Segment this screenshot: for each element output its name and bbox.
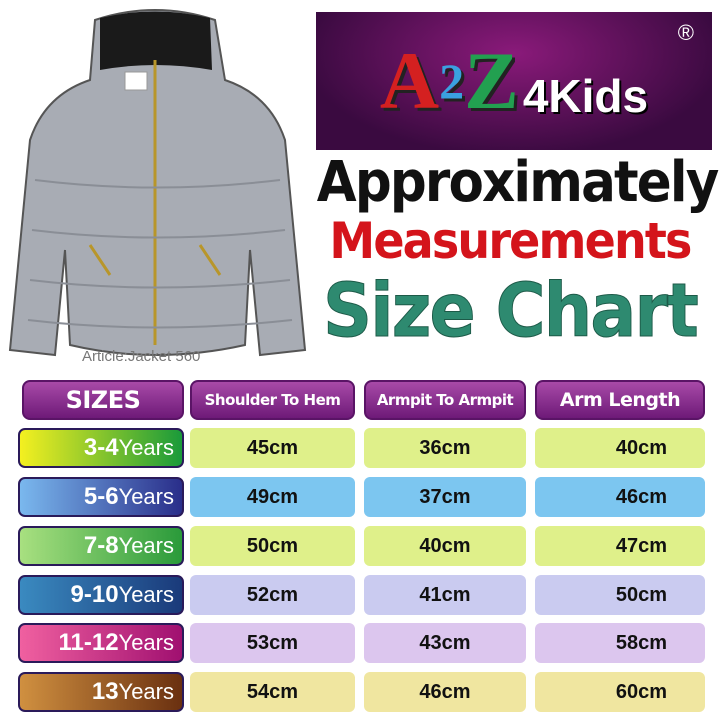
heading-approximately: Approximately bbox=[316, 150, 720, 215]
measurement-cell: 45cm bbox=[190, 428, 355, 468]
article-number: Article:Jacket 560 bbox=[82, 348, 201, 365]
measurement-cell: 40cm bbox=[364, 526, 526, 566]
size-label: 5-6 Years bbox=[18, 477, 184, 517]
measurement-cell: 46cm bbox=[364, 672, 526, 712]
size-unit: Years bbox=[118, 435, 174, 460]
size-range: 3-4 bbox=[83, 434, 119, 461]
size-label: 3-4 Years bbox=[18, 428, 184, 468]
measurement-cell: 49cm bbox=[190, 477, 355, 517]
size-range: 11-12 bbox=[58, 629, 119, 656]
measurement-cell: 46cm bbox=[535, 477, 705, 517]
heading-size-chart: Size Chart bbox=[323, 268, 700, 355]
registered-mark: ® bbox=[677, 20, 694, 45]
size-label: 11-12 Years bbox=[18, 623, 184, 663]
measurement-cell: 36cm bbox=[364, 428, 526, 468]
size-range: 5-6 bbox=[83, 483, 119, 510]
measurement-cell: 50cm bbox=[535, 575, 705, 615]
column-header: Shoulder To Hem bbox=[190, 380, 355, 420]
measurement-cell: 37cm bbox=[364, 477, 526, 517]
measurement-cell: 47cm bbox=[535, 526, 705, 566]
size-label: 13 Years bbox=[18, 672, 184, 712]
column-header: Armpit To Armpit bbox=[364, 380, 526, 420]
measurement-cell: 54cm bbox=[190, 672, 355, 712]
size-range: 13 bbox=[91, 678, 119, 705]
measurement-cell: 52cm bbox=[190, 575, 355, 615]
measurement-cell: 50cm bbox=[190, 526, 355, 566]
size-range: 9-10 bbox=[70, 581, 119, 608]
measurement-cell: 58cm bbox=[535, 623, 705, 663]
column-header: Arm Length bbox=[535, 380, 705, 420]
size-label: 9-10 Years bbox=[18, 575, 184, 615]
measurement-cell: 60cm bbox=[535, 672, 705, 712]
size-range: 7-8 bbox=[83, 532, 119, 559]
size-unit: Years bbox=[118, 630, 174, 655]
heading-measurements: Measurements bbox=[329, 212, 692, 270]
column-header: SIZES bbox=[22, 380, 184, 420]
size-unit: Years bbox=[118, 484, 174, 509]
size-label: 7-8 Years bbox=[18, 526, 184, 566]
measurement-cell: 40cm bbox=[535, 428, 705, 468]
brand-logo: A 2 Z 4Kids ® bbox=[316, 12, 712, 150]
size-unit: Years bbox=[118, 533, 174, 558]
measurement-cell: 53cm bbox=[190, 623, 355, 663]
size-unit: Years bbox=[118, 679, 174, 704]
measurement-cell: 41cm bbox=[364, 575, 526, 615]
size-unit: Years bbox=[118, 582, 174, 607]
jacket-product-image bbox=[8, 9, 307, 357]
measurement-cell: 43cm bbox=[364, 623, 526, 663]
